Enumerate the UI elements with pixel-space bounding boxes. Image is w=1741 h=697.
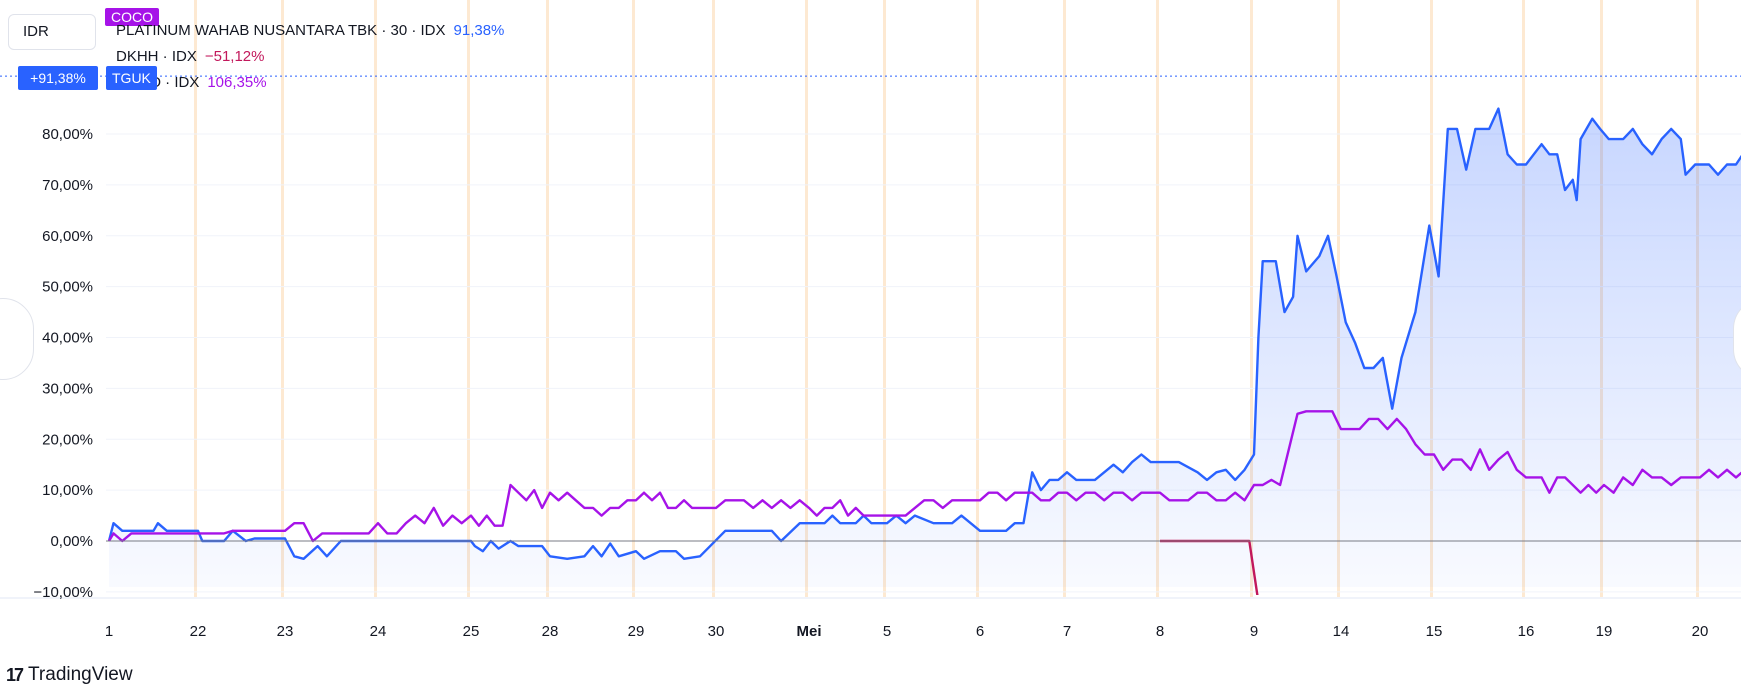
x-tick-label: 5 <box>883 623 891 640</box>
x-tick-label: 23 <box>277 623 294 640</box>
ticker-badge: TGUK <box>106 66 157 90</box>
session-break-4 <box>467 0 470 597</box>
y-tick-label: 40,00% <box>42 330 93 347</box>
currency-selector[interactable]: IDR <box>8 14 96 50</box>
legend: PLATINUM WAHAB NUSANTARA TBK · 30 · IDX 9… <box>116 18 504 96</box>
series-line-0 <box>107 107 1741 560</box>
x-tick-label: 25 <box>463 623 480 640</box>
y-tick-label: 80,00% <box>42 126 93 143</box>
coco-label-tag: COCO <box>105 8 159 26</box>
session-break-3 <box>374 0 377 597</box>
x-tick-label: 8 <box>1156 623 1164 640</box>
legend-item-platinum[interactable]: PLATINUM WAHAB NUSANTARA TBK · 30 · IDX 9… <box>116 18 504 44</box>
y-tick-label: 60,00% <box>42 228 93 245</box>
y-axis-labels: 80,00% 70,00% 60,00% 50,00% 40,00% 30,00% 20,0… <box>33 126 93 601</box>
y-tick-label: 20,00% <box>42 431 93 448</box>
x-tick-label: 30 <box>708 623 725 640</box>
session-break-1 <box>194 0 197 597</box>
x-tick-label: 29 <box>628 623 645 640</box>
y-tick-label: 0,00% <box>50 533 93 550</box>
session-break-11 <box>1063 0 1066 597</box>
x-tick-label: 9 <box>1250 623 1258 640</box>
area-fill-0 <box>109 108 1741 587</box>
session-break-12 <box>1156 0 1159 597</box>
session-break-6 <box>632 0 635 597</box>
session-break-8 <box>805 0 808 597</box>
session-break-10 <box>976 0 979 597</box>
x-tick-label: 16 <box>1518 623 1535 640</box>
area-fill <box>109 108 1741 587</box>
x-tick-label: 19 <box>1596 623 1613 640</box>
session-break-9 <box>883 0 886 597</box>
x-tick-label: 28 <box>542 623 559 640</box>
legend-item-coco[interactable]: COCO · IDX 106,35% <box>116 70 504 96</box>
y-tick-label: 30,00% <box>42 380 93 397</box>
x-tick-label: 15 <box>1426 623 1443 640</box>
tradingview-brand[interactable]: 17 TradingView <box>6 664 133 686</box>
x-tick-label: 1 <box>105 623 113 640</box>
legend-item-dkhh[interactable]: DKHH · IDX −51,12% <box>116 44 504 70</box>
legend-symbol: PLATINUM WAHAB NUSANTARA TBK · 30 · IDX <box>116 22 446 39</box>
brand-name: TradingView <box>28 664 133 685</box>
session-break-2 <box>281 0 284 597</box>
last-value-badge: +91,38% <box>18 66 98 90</box>
x-axis-border <box>0 597 1741 599</box>
y-tick-label: 70,00% <box>42 177 93 194</box>
session-break-13 <box>1250 0 1253 597</box>
y-tick-label: −10,00% <box>33 584 93 601</box>
x-tick-label: 22 <box>190 623 207 640</box>
y-tick-label: 50,00% <box>42 279 93 296</box>
x-tick-label: 24 <box>370 623 387 640</box>
y-tick-label: 10,00% <box>42 482 93 499</box>
series-line-1 <box>107 410 1741 543</box>
legend-value: −51,12% <box>204 48 265 65</box>
x-tick-label: 6 <box>976 623 984 640</box>
legend-symbol: DKHH · IDX <box>116 48 197 65</box>
x-tick-label: 20 <box>1692 623 1709 640</box>
legend-value: 106,35% <box>207 74 267 91</box>
x-tick-label: 14 <box>1333 623 1350 640</box>
session-break-5 <box>546 0 549 597</box>
legend-value: 91,38% <box>453 22 505 39</box>
tradingview-logo-icon: 17 <box>6 664 24 685</box>
x-axis-labels: 1 22 23 24 25 28 29 30 Mei 5 6 7 8 9 14 15 16 19 20 <box>105 623 1709 640</box>
x-tick-label: 7 <box>1063 623 1071 640</box>
x-tick-label: Mei <box>796 623 821 640</box>
session-break-7 <box>712 0 715 597</box>
